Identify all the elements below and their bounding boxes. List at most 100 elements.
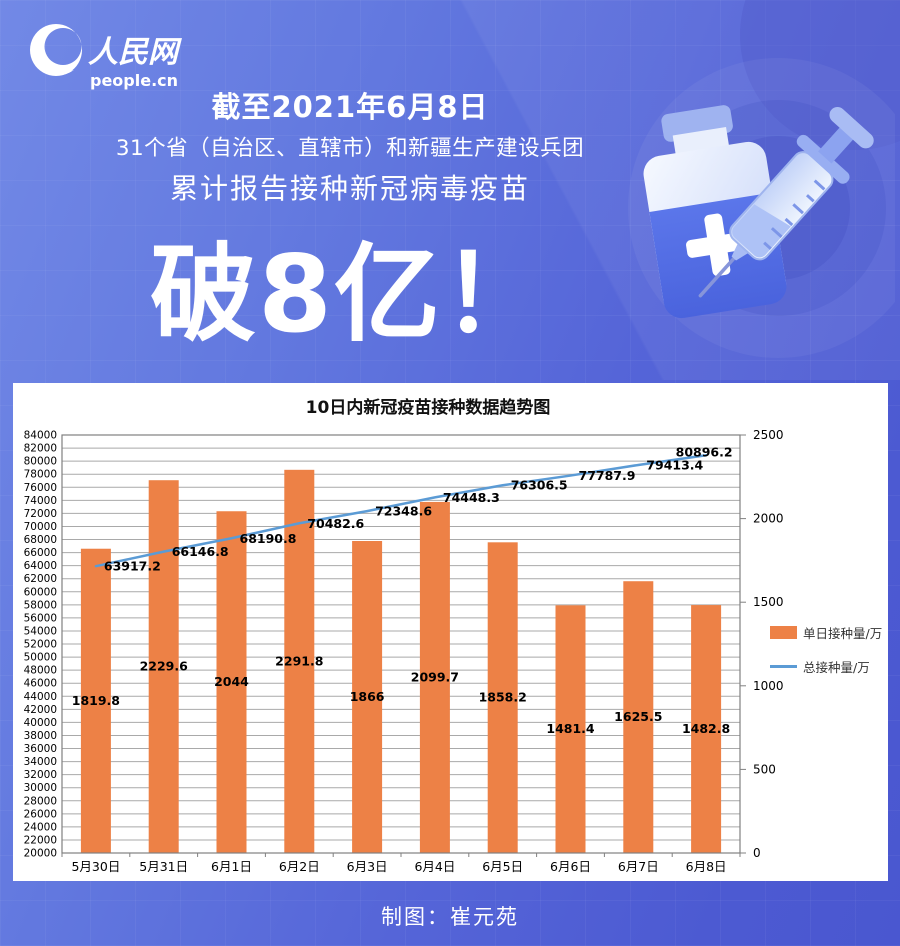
y-axis-label-left: 32000 <box>24 769 57 781</box>
line-value-label: 79413.4 <box>646 457 703 472</box>
y-axis-label-left: 58000 <box>24 599 57 611</box>
y-axis-label-left: 76000 <box>24 482 57 494</box>
y-axis-label-left: 50000 <box>24 652 57 664</box>
headline-800-million: 破8亿！ <box>150 233 550 356</box>
y-axis-label-left: 24000 <box>24 821 57 833</box>
logo-cn-text: 人民网 <box>88 35 182 70</box>
bar-value-label: 1858.2 <box>479 690 527 705</box>
line-value-label: 77787.9 <box>579 468 636 483</box>
bar <box>691 605 722 853</box>
bar-value-label: 1819.8 <box>72 693 120 708</box>
y-axis-label-left: 46000 <box>24 678 57 690</box>
y-axis-label-left: 54000 <box>24 625 57 637</box>
bar <box>284 469 315 853</box>
y-axis-label-left: 82000 <box>24 443 57 455</box>
bar <box>419 501 450 853</box>
line-value-label: 74448.3 <box>443 490 500 505</box>
bar <box>80 548 111 853</box>
bar-value-label: 1482.8 <box>682 721 730 736</box>
y-axis-label-left: 40000 <box>24 717 57 729</box>
credit-line: 制图：崔元苑 <box>381 905 519 929</box>
y-axis-label-left: 52000 <box>24 639 57 651</box>
line-value-label: 72348.6 <box>375 504 432 519</box>
bar-value-label: 2044 <box>214 674 249 689</box>
x-axis-label: 6月2日 <box>279 859 320 874</box>
y-axis-label-right: 0 <box>753 846 761 860</box>
peoples-daily-logo: 人民网 people.cn <box>26 20 206 96</box>
header-region-line: 31个省（自治区、直辖市）和新疆生产建设兵团 <box>115 136 585 161</box>
y-axis-label-left: 30000 <box>24 782 57 794</box>
y-axis-label-left: 64000 <box>24 560 57 572</box>
vaccine-illustration <box>600 45 900 364</box>
x-axis-label: 6月3日 <box>347 859 388 874</box>
line-value-label: 68190.8 <box>240 531 297 546</box>
y-axis-label-left: 36000 <box>24 743 57 755</box>
bar <box>487 542 518 853</box>
y-axis-label-left: 22000 <box>24 834 57 846</box>
y-axis-label-right: 2000 <box>753 512 784 526</box>
syringe-icon <box>698 106 874 298</box>
y-axis-label-left: 66000 <box>24 547 57 559</box>
line-value-label: 70482.6 <box>307 516 364 531</box>
chart-title: 10日内新冠疫苗接种数据趋势图 <box>305 398 551 418</box>
bar-value-label: 2229.6 <box>140 659 189 674</box>
chart-panel: 1819.8 2229.6 2044 2291.8 1866 2099.7 1858.2 14… <box>13 383 888 881</box>
bar-value-label: 2291.8 <box>275 653 323 668</box>
legend-item-total: 总接种量/万 <box>770 657 882 675</box>
bar-value-label: 2099.7 <box>411 669 459 684</box>
x-axis-label: 6月6日 <box>550 859 591 874</box>
bar <box>352 541 383 853</box>
x-axis-label: 6月7日 <box>618 859 659 874</box>
y-axis-label-left: 62000 <box>24 573 57 585</box>
y-axis-label-left: 74000 <box>24 495 57 507</box>
y-axis-label-left: 28000 <box>24 795 57 807</box>
bar <box>555 605 586 853</box>
x-axis-label: 6月5日 <box>482 859 523 874</box>
line-value-label: 76306.5 <box>511 478 568 493</box>
y-axis-label-left: 60000 <box>24 586 57 598</box>
line-value-label: 66146.8 <box>172 544 229 559</box>
header-date-line: 截至2021年6月8日 <box>211 90 489 124</box>
y-axis-label-left: 48000 <box>24 665 57 677</box>
legend-line-swatch-icon <box>770 664 797 668</box>
y-axis-label-left: 72000 <box>24 508 57 520</box>
x-axis-label: 5月31日 <box>139 859 188 874</box>
y-axis-label-right: 500 <box>753 762 776 776</box>
x-axis-label: 6月1日 <box>211 859 252 874</box>
y-axis-label-right: 1000 <box>753 679 784 693</box>
logo-swoosh <box>40 68 74 76</box>
legend-bar-swatch-icon <box>770 625 797 639</box>
y-axis-label-left: 70000 <box>24 521 57 533</box>
y-axis-label-left: 38000 <box>24 730 57 742</box>
line-value-label: 63917.2 <box>104 559 161 574</box>
header-subject-line: 累计报告接种新冠病毒疫苗 <box>169 172 530 205</box>
legend-total-label: 总接种量/万 <box>803 659 870 675</box>
y-axis-label-right: 2500 <box>753 428 784 442</box>
x-axis-label: 6月8日 <box>686 859 727 874</box>
bar <box>623 581 654 853</box>
bar <box>148 480 179 853</box>
trend-line <box>94 454 708 568</box>
y-axis-label-left: 34000 <box>24 756 57 768</box>
legend-daily-label: 单日接种量/万 <box>803 625 883 641</box>
line-value-label: 80896.2 <box>676 444 733 459</box>
x-axis-label: 6月4日 <box>414 859 455 874</box>
bar-value-label: 1625.5 <box>614 709 662 724</box>
y-axis-label-left: 78000 <box>24 469 57 481</box>
y-axis-label-left: 84000 <box>24 430 57 442</box>
y-axis-label-left: 20000 <box>24 848 57 860</box>
logo-en-text: people.cn <box>90 71 178 90</box>
bar-value-label: 1866 <box>350 689 385 704</box>
y-axis-label-left: 80000 <box>24 456 57 468</box>
logo-globe-icon <box>30 24 83 76</box>
chart-legend: 单日接种量/万 总接种量/万 <box>770 623 882 691</box>
bar-value-label: 1481.4 <box>546 721 595 736</box>
y-axis-label-left: 26000 <box>24 808 57 820</box>
y-axis-label-left: 68000 <box>24 534 57 546</box>
y-axis-label-left: 56000 <box>24 612 57 624</box>
legend-item-daily: 单日接种量/万 <box>770 623 882 641</box>
bar <box>216 511 247 853</box>
y-axis-label-left: 44000 <box>24 691 57 703</box>
x-axis-label: 5月30日 <box>71 859 120 874</box>
y-axis-label-left: 42000 <box>24 704 57 716</box>
